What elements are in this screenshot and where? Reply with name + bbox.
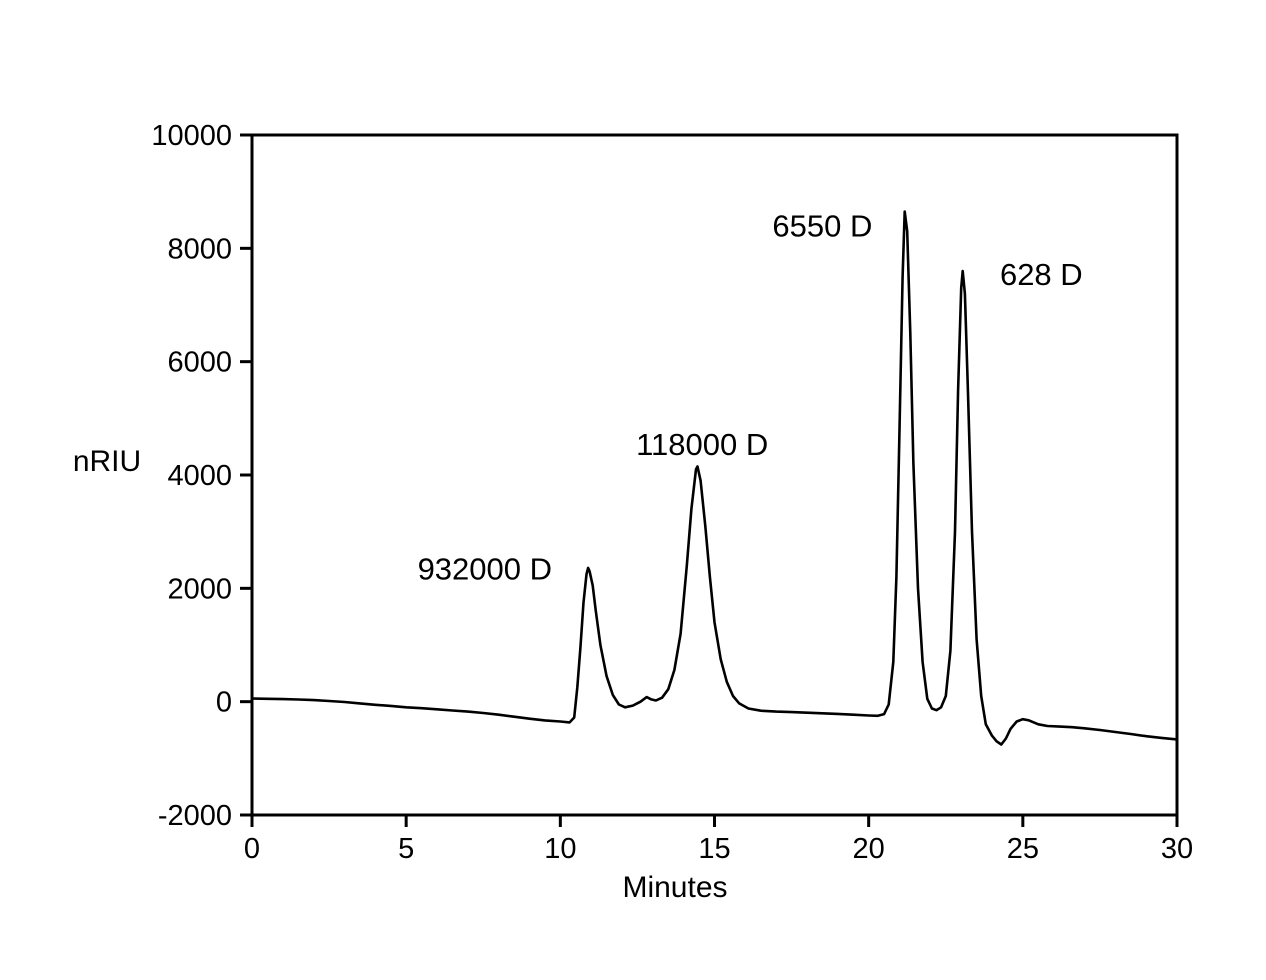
x-axis-title: Minutes	[622, 871, 727, 904]
y-tick-label: 0	[216, 687, 232, 719]
x-tick-label: 15	[698, 833, 730, 865]
peak-label-annotation: 628 D	[1000, 257, 1083, 292]
y-tick-label: 8000	[167, 233, 232, 265]
y-tick-label: 4000	[167, 460, 232, 492]
y-tick-label: 10000	[151, 120, 232, 152]
x-tick-label: 0	[244, 833, 260, 865]
peak-annotations: 932000 D 118000 D 6550 D 628 D	[418, 209, 1083, 587]
peak-label-annotation: 6550 D	[772, 209, 872, 244]
y-axis-title: nRIU	[73, 445, 141, 478]
y-tick-label: 6000	[167, 347, 232, 379]
x-tick-label: 25	[1007, 833, 1039, 865]
x-tick-label: 5	[398, 833, 414, 865]
x-tick-label: 20	[853, 833, 885, 865]
peak-label-annotation: 932000 D	[418, 552, 552, 587]
y-axis-ticks: -2000 0 2000 4000 6000 8000 10000	[151, 120, 252, 832]
x-tick-label: 10	[544, 833, 576, 865]
y-tick-label: -2000	[158, 800, 232, 832]
chromatogram-trace	[250, 210, 1179, 746]
trace-group	[250, 210, 1179, 746]
peak-label-annotation: 118000 D	[636, 427, 768, 462]
y-tick-label: 2000	[167, 573, 232, 605]
x-tick-label: 30	[1161, 833, 1193, 865]
x-axis-ticks: 0 5 10 15 20 25 30	[244, 815, 1193, 865]
plot-border	[250, 133, 1179, 817]
